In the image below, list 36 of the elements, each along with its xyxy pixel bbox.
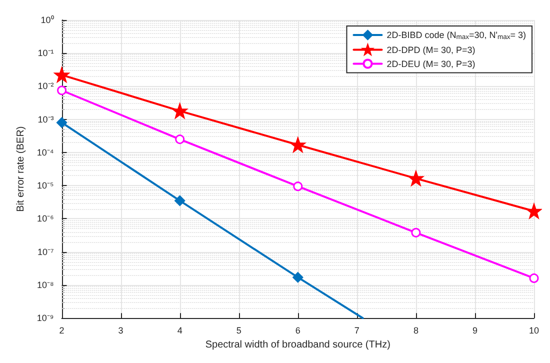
point: [408, 171, 424, 186]
y-tick-label: 10⁻⁹: [36, 313, 54, 324]
y-tick-label: 10⁻⁸: [36, 280, 54, 290]
point: [174, 195, 186, 206]
y-tick-label: 10⁻⁴: [36, 147, 54, 158]
x-tick-label: 10: [528, 326, 539, 336]
x-tick-label: 8: [413, 326, 418, 336]
x-tick-label: 2: [59, 326, 64, 336]
point: [175, 134, 185, 144]
y-tick-label: 10⁻⁶: [37, 214, 54, 224]
y-tick-label: 10⁻¹: [38, 48, 54, 58]
y-tick-label: 10⁻⁵: [37, 180, 54, 191]
point: [411, 228, 421, 238]
x-tick-label: 7: [354, 326, 360, 336]
y-tick-label: 10⁻²: [38, 81, 54, 92]
x-tick-label: 4: [177, 326, 182, 336]
y-axis-title: Bit error rate (BER): [16, 126, 26, 212]
legend-label: 2D-DPD (M= 30, P=3): [386, 44, 476, 55]
x-tick-label: 3: [118, 326, 124, 336]
point: [56, 117, 68, 128]
x-axis-title: Spectral width of broadband source (THz): [205, 340, 390, 350]
point: [57, 86, 67, 96]
point: [526, 204, 542, 218]
x-tick-label: 9: [472, 326, 478, 336]
y-tick-label: 10⁰: [40, 15, 54, 25]
y-tick-label: 10⁻⁷: [37, 246, 54, 257]
point: [290, 138, 306, 152]
point: [54, 68, 70, 82]
point: [293, 182, 303, 192]
x-tick-label: 6: [295, 326, 300, 336]
y-tick-label: 10⁻³: [38, 114, 54, 124]
point: [172, 104, 188, 118]
point: [292, 272, 304, 283]
x-tick-label: 5: [236, 326, 242, 336]
point: [529, 273, 539, 283]
legend-label: 2D-DEU (M= 30, P=3): [386, 58, 476, 69]
